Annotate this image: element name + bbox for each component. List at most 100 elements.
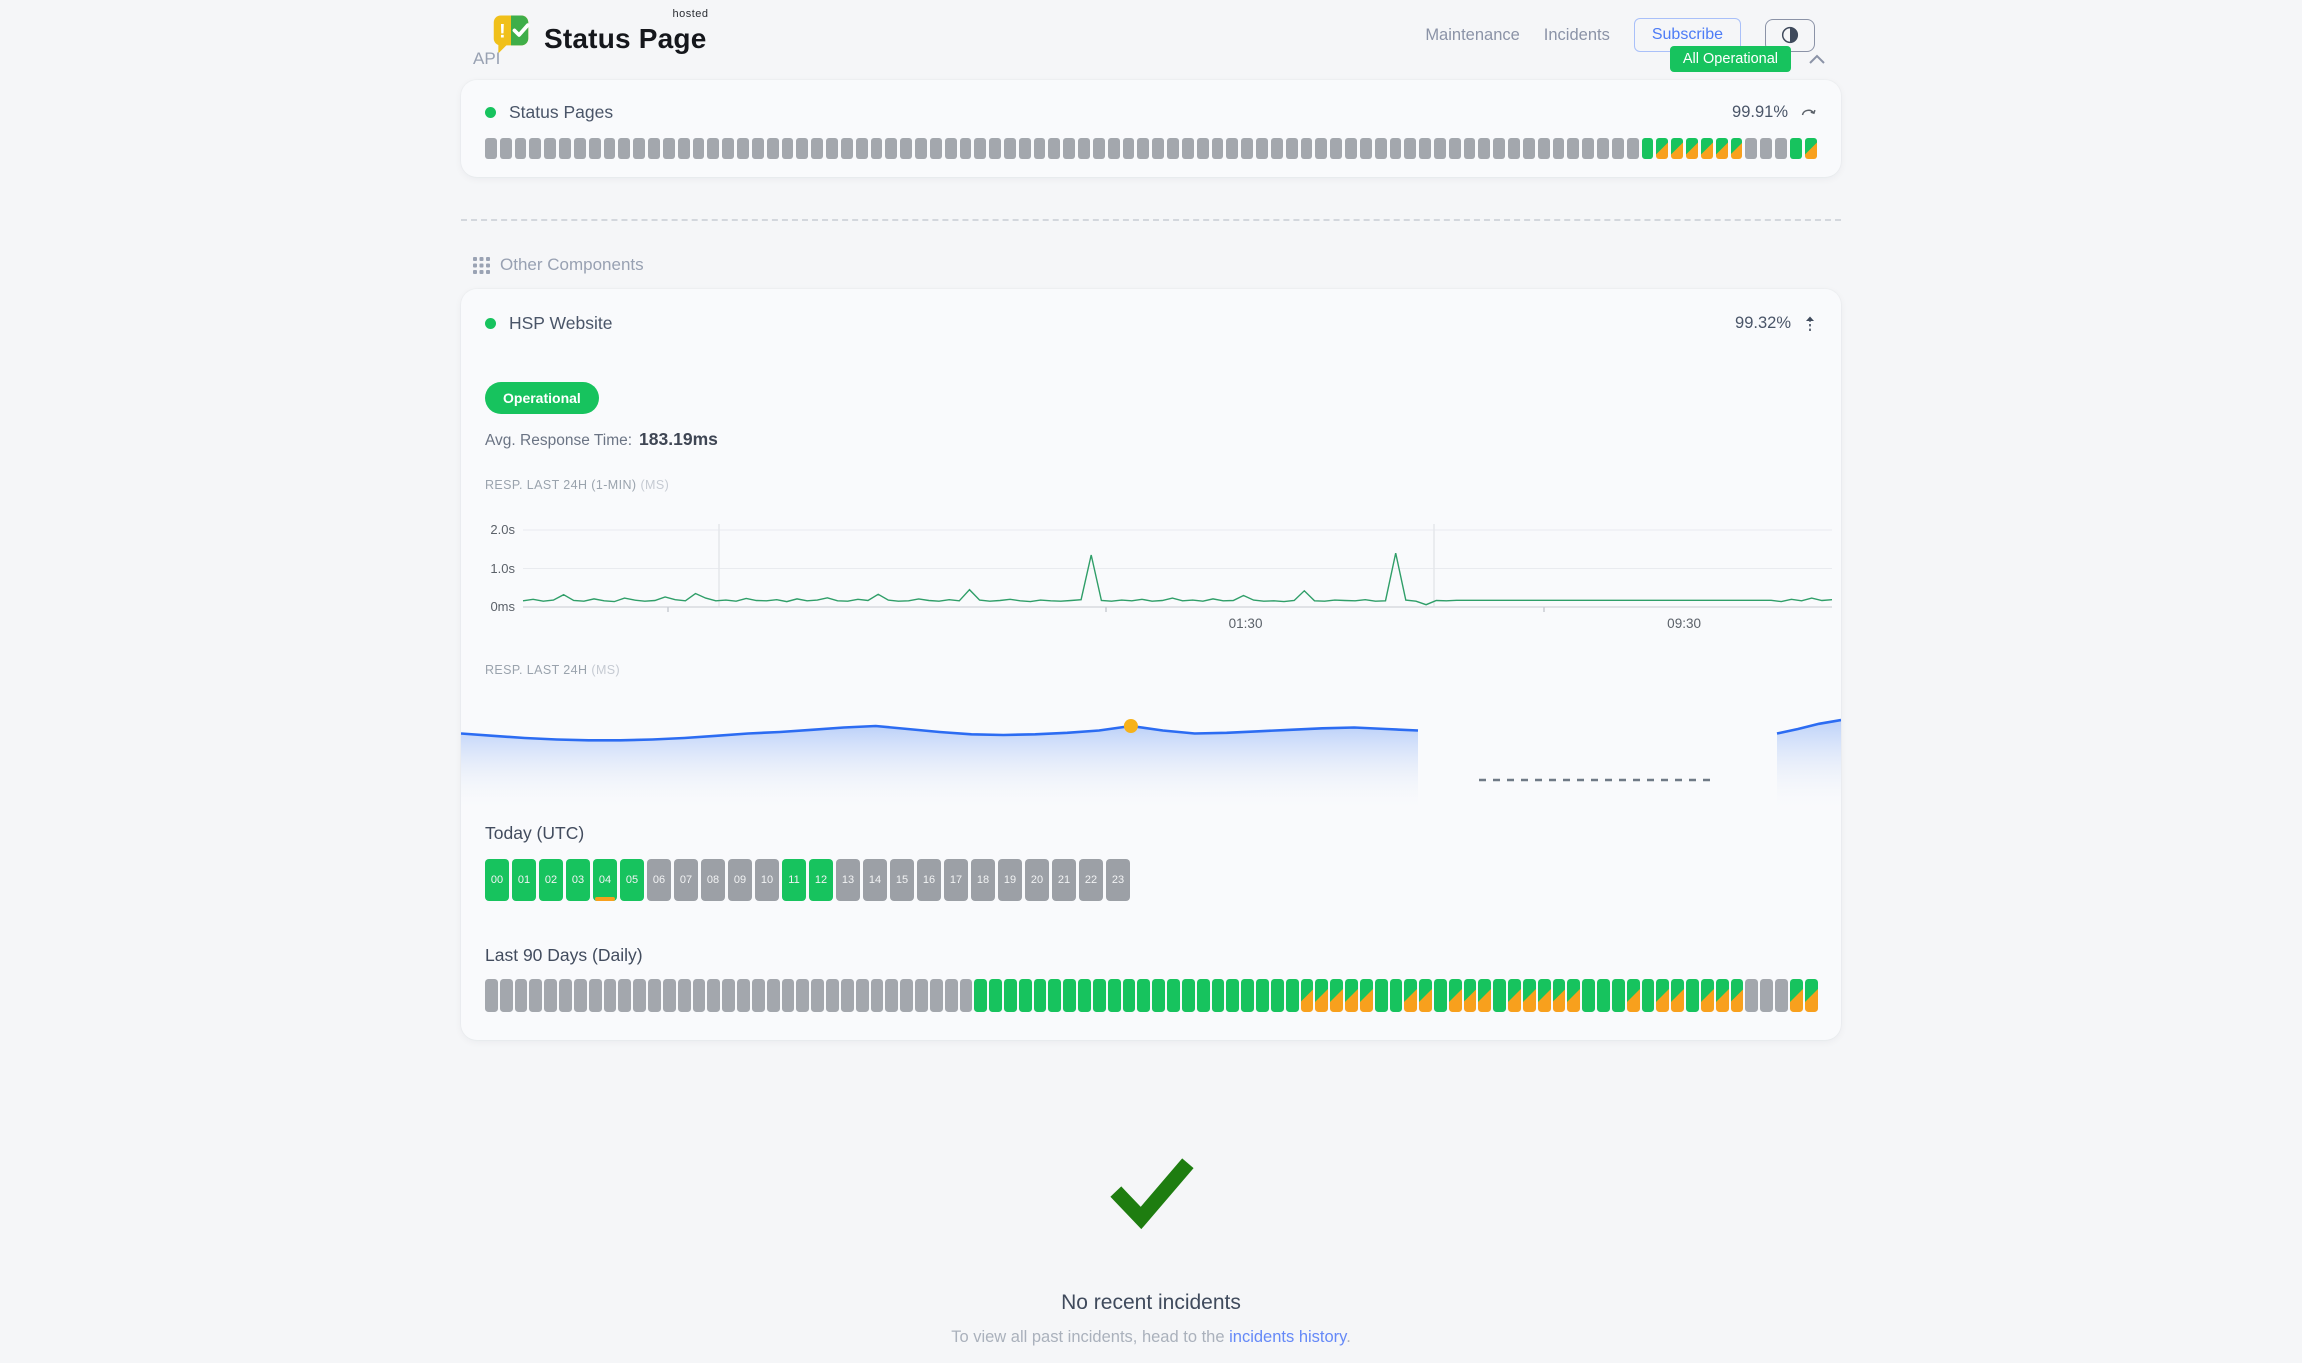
hour-block[interactable]: 20 bbox=[1025, 859, 1049, 901]
day-block[interactable] bbox=[1419, 979, 1432, 1012]
day-block[interactable] bbox=[1374, 979, 1388, 1012]
uptime-bar[interactable] bbox=[529, 138, 542, 159]
uptime-bar[interactable] bbox=[1167, 138, 1179, 159]
uptime-bar[interactable] bbox=[499, 138, 512, 159]
uptime-bar[interactable] bbox=[989, 138, 1001, 159]
day-block[interactable] bbox=[1804, 979, 1818, 1012]
day-block[interactable] bbox=[1033, 979, 1047, 1012]
hour-block[interactable]: 08 bbox=[701, 859, 725, 901]
uptime-bar[interactable] bbox=[1033, 138, 1046, 159]
hour-block[interactable]: 06 bbox=[647, 859, 671, 901]
day-block[interactable] bbox=[1522, 979, 1536, 1012]
incidents-history-link[interactable]: incidents history bbox=[1229, 1328, 1347, 1346]
day-block[interactable] bbox=[751, 979, 765, 1012]
day-block[interactable] bbox=[885, 979, 899, 1012]
hour-block[interactable]: 02 bbox=[539, 859, 563, 901]
chevron-up-icon[interactable] bbox=[1807, 52, 1827, 66]
day-block[interactable] bbox=[811, 979, 825, 1012]
day-block[interactable] bbox=[1152, 979, 1166, 1012]
uptime-bar[interactable] bbox=[1063, 138, 1076, 159]
day-block[interactable] bbox=[1552, 979, 1566, 1012]
uptime-bar[interactable] bbox=[1552, 138, 1565, 159]
hour-block[interactable]: 09 bbox=[728, 859, 752, 901]
uptime-bar[interactable] bbox=[1374, 138, 1387, 159]
uptime-bar[interactable] bbox=[1226, 138, 1239, 159]
uptime-bar[interactable] bbox=[1434, 138, 1446, 159]
day-block[interactable] bbox=[677, 979, 691, 1012]
uptime-bar[interactable] bbox=[1107, 138, 1120, 159]
uptime-bar[interactable] bbox=[1330, 138, 1343, 159]
uptime-bar[interactable] bbox=[944, 138, 957, 159]
day-block[interactable] bbox=[662, 979, 676, 1012]
uptime-bar[interactable] bbox=[1152, 138, 1165, 159]
uptime-bar[interactable] bbox=[796, 138, 809, 159]
uptime-bar[interactable] bbox=[1671, 138, 1684, 159]
uptime-bar[interactable] bbox=[1478, 138, 1491, 159]
day-block[interactable] bbox=[1597, 979, 1610, 1012]
day-block[interactable] bbox=[573, 979, 587, 1012]
day-block[interactable] bbox=[1671, 979, 1685, 1012]
uptime-bar[interactable] bbox=[855, 138, 868, 159]
day-block[interactable] bbox=[1745, 979, 1759, 1012]
day-block[interactable] bbox=[1330, 979, 1344, 1012]
day-block[interactable] bbox=[1167, 979, 1180, 1012]
day-block[interactable] bbox=[1463, 979, 1477, 1012]
uptime-bar[interactable] bbox=[737, 138, 749, 159]
uptime-bar[interactable] bbox=[1745, 138, 1758, 159]
day-block[interactable] bbox=[1567, 979, 1581, 1012]
uptime-bar[interactable] bbox=[915, 138, 927, 159]
uptime-bar[interactable] bbox=[1626, 138, 1639, 159]
uptime-bar[interactable] bbox=[1285, 138, 1298, 159]
uptime-bar[interactable] bbox=[1003, 138, 1016, 159]
day-block[interactable] bbox=[514, 979, 528, 1012]
day-block[interactable] bbox=[1760, 979, 1774, 1012]
uptime-bar[interactable] bbox=[1789, 138, 1802, 159]
hour-block[interactable]: 13 bbox=[836, 859, 860, 901]
hour-block[interactable]: 10 bbox=[755, 859, 779, 901]
data-point-marker[interactable] bbox=[1123, 719, 1138, 733]
uptime-bar[interactable] bbox=[826, 138, 838, 159]
day-block[interactable] bbox=[1493, 979, 1507, 1012]
day-block[interactable] bbox=[1359, 979, 1373, 1012]
uptime-bar[interactable] bbox=[1078, 138, 1090, 159]
hour-block[interactable]: 11 bbox=[782, 859, 806, 901]
hour-block[interactable]: 04 bbox=[593, 859, 617, 901]
day-block[interactable] bbox=[633, 979, 647, 1012]
day-block[interactable] bbox=[1508, 979, 1521, 1012]
uptime-bar[interactable] bbox=[929, 138, 942, 159]
hour-block[interactable]: 23 bbox=[1106, 859, 1130, 901]
uptime-bar[interactable] bbox=[1389, 138, 1402, 159]
day-block[interactable] bbox=[559, 979, 572, 1012]
day-block[interactable] bbox=[692, 979, 706, 1012]
day-block[interactable] bbox=[707, 979, 721, 1012]
uptime-bar[interactable] bbox=[1656, 138, 1669, 159]
day-block[interactable] bbox=[900, 979, 914, 1012]
hour-block[interactable]: 03 bbox=[566, 859, 590, 901]
uptime-bar[interactable] bbox=[1582, 138, 1595, 159]
day-block[interactable] bbox=[1389, 979, 1403, 1012]
uptime-bar[interactable] bbox=[766, 138, 779, 159]
day-block[interactable] bbox=[1656, 979, 1670, 1012]
day-block[interactable] bbox=[544, 979, 558, 1012]
uptime-bar[interactable] bbox=[1211, 138, 1224, 159]
uptime-bar[interactable] bbox=[514, 138, 527, 159]
chart1-svg[interactable] bbox=[522, 522, 1833, 612]
day-block[interactable] bbox=[722, 979, 736, 1012]
day-block[interactable] bbox=[989, 979, 1002, 1012]
hour-block[interactable]: 19 bbox=[998, 859, 1022, 901]
uptime-bar[interactable] bbox=[1181, 138, 1194, 159]
uptime-bar[interactable] bbox=[544, 138, 557, 159]
day-block[interactable] bbox=[1686, 979, 1699, 1012]
day-block[interactable] bbox=[826, 979, 839, 1012]
day-block[interactable] bbox=[1048, 979, 1062, 1012]
day-block[interactable] bbox=[1582, 979, 1596, 1012]
day-block[interactable] bbox=[974, 979, 988, 1012]
day-block[interactable] bbox=[1715, 979, 1729, 1012]
day-block[interactable] bbox=[915, 979, 928, 1012]
uptime-bar[interactable] bbox=[1611, 138, 1624, 159]
uptime-bar[interactable] bbox=[618, 138, 631, 159]
hour-block[interactable]: 14 bbox=[863, 859, 887, 901]
day-block[interactable] bbox=[855, 979, 869, 1012]
day-block[interactable] bbox=[603, 979, 617, 1012]
day-block[interactable] bbox=[796, 979, 810, 1012]
